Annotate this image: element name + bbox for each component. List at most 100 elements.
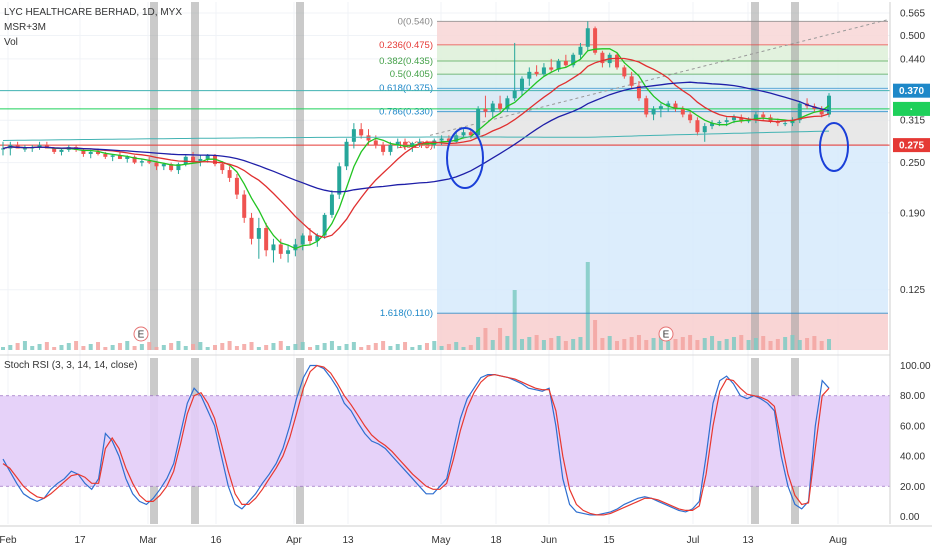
candle-body: [176, 164, 181, 171]
volume-bar: [541, 340, 546, 350]
price-tick-label: 0.315: [900, 116, 925, 127]
candle-body: [710, 123, 715, 127]
volume-bar: [271, 343, 276, 350]
volume-bar: [812, 336, 817, 350]
candle-body: [366, 135, 371, 141]
candle-body: [695, 120, 700, 133]
candle-body: [498, 103, 503, 109]
earnings-marker-label: E: [138, 330, 145, 341]
candle-body: [783, 123, 788, 125]
annotation-circle: [446, 127, 484, 189]
price-badge-label: ·: [910, 104, 913, 115]
volume-bar: [461, 347, 466, 350]
candle-body: [636, 85, 641, 99]
volume-bar: [651, 338, 656, 350]
volume-bar: [563, 341, 568, 350]
price-badge: [893, 138, 930, 153]
volume-bar: [169, 343, 174, 350]
volume-bar: [403, 342, 408, 350]
fibonacci-zones: [437, 21, 888, 350]
volume-bar: [66, 343, 71, 350]
x-tick-label: May: [432, 535, 451, 546]
volume-bar: [117, 343, 122, 350]
candle-body: [578, 46, 583, 55]
x-tick-label: Aug: [829, 535, 847, 546]
volume-bar: [746, 340, 751, 350]
volume-bar: [695, 340, 700, 350]
volume-bar: [827, 339, 831, 350]
candle-body: [125, 156, 130, 159]
candle-body: [161, 164, 166, 167]
volume-bar: [139, 344, 144, 350]
volume-bar: [783, 337, 788, 350]
volume-bar: [300, 342, 305, 350]
horizontal-lines: [0, 19, 890, 146]
volume-bar: [315, 345, 320, 350]
volume-bar: [710, 336, 715, 350]
candle-body: [315, 235, 320, 242]
volume-bar: [234, 346, 239, 350]
volume-bar: [176, 341, 181, 350]
volume-bar: [527, 337, 532, 350]
volume-bar: [761, 336, 766, 350]
volume-bar: [410, 347, 415, 350]
candle-body: [234, 177, 239, 195]
volume-bar: [44, 342, 49, 350]
volume-bar: [81, 346, 86, 350]
volume-bar: [161, 345, 166, 350]
candle-body: [600, 52, 605, 64]
x-tick-label: 17: [74, 535, 86, 546]
candlesticks: [1, 21, 831, 263]
candle-body: [81, 149, 86, 154]
earnings-marker-label: E: [663, 330, 670, 341]
volume-bar: [622, 339, 627, 350]
candle-body: [724, 120, 729, 122]
volume-bar: [395, 344, 400, 350]
rsi-tick-label: 0.00: [900, 512, 920, 523]
volume-bar: [739, 335, 744, 350]
candle-body: [593, 28, 598, 53]
candle-body: [139, 161, 144, 163]
candle-body: [264, 228, 269, 251]
candle-body: [739, 117, 744, 122]
volume-bar: [790, 335, 795, 350]
volume-bar: [103, 347, 108, 350]
rsi-tick-label: 80.00: [900, 391, 925, 402]
volume-bars: [1, 262, 831, 350]
candle-body: [483, 108, 488, 112]
volume-bar: [1, 347, 5, 350]
candle-body: [388, 145, 393, 152]
price-tick-label: 0.125: [900, 285, 925, 296]
volume-bar: [454, 342, 459, 350]
candle-body: [432, 140, 437, 146]
ma-long-line: [2, 130, 830, 141]
volume-bar: [30, 346, 35, 350]
candle-body: [117, 155, 122, 159]
volume-bar: [74, 341, 79, 350]
volume-bar: [585, 262, 590, 350]
candle-body: [446, 138, 451, 142]
volume-bar: [96, 342, 101, 350]
candle-body: [308, 235, 313, 242]
volume-bar: [15, 343, 20, 350]
rsi-tick-label: 40.00: [900, 452, 925, 463]
candle-body: [37, 145, 42, 148]
ma-fast-line: [2, 48, 830, 250]
candle-body: [819, 108, 824, 115]
price-badge: [893, 101, 930, 116]
volume-bar: [373, 343, 378, 350]
volume-bar: [519, 339, 524, 350]
fib-level-label: 0(0.540): [398, 16, 433, 27]
fib-zone: [437, 74, 888, 89]
volume-bar: [286, 346, 291, 350]
highlight-bar: [751, 2, 759, 350]
price-tick-label: 0.500: [900, 31, 925, 42]
candle-body: [198, 158, 203, 162]
volume-bar: [344, 344, 349, 350]
fib-zone: [437, 44, 888, 61]
volume-bar: [549, 338, 554, 350]
candle-body: [658, 106, 663, 109]
candle-body: [585, 28, 590, 47]
